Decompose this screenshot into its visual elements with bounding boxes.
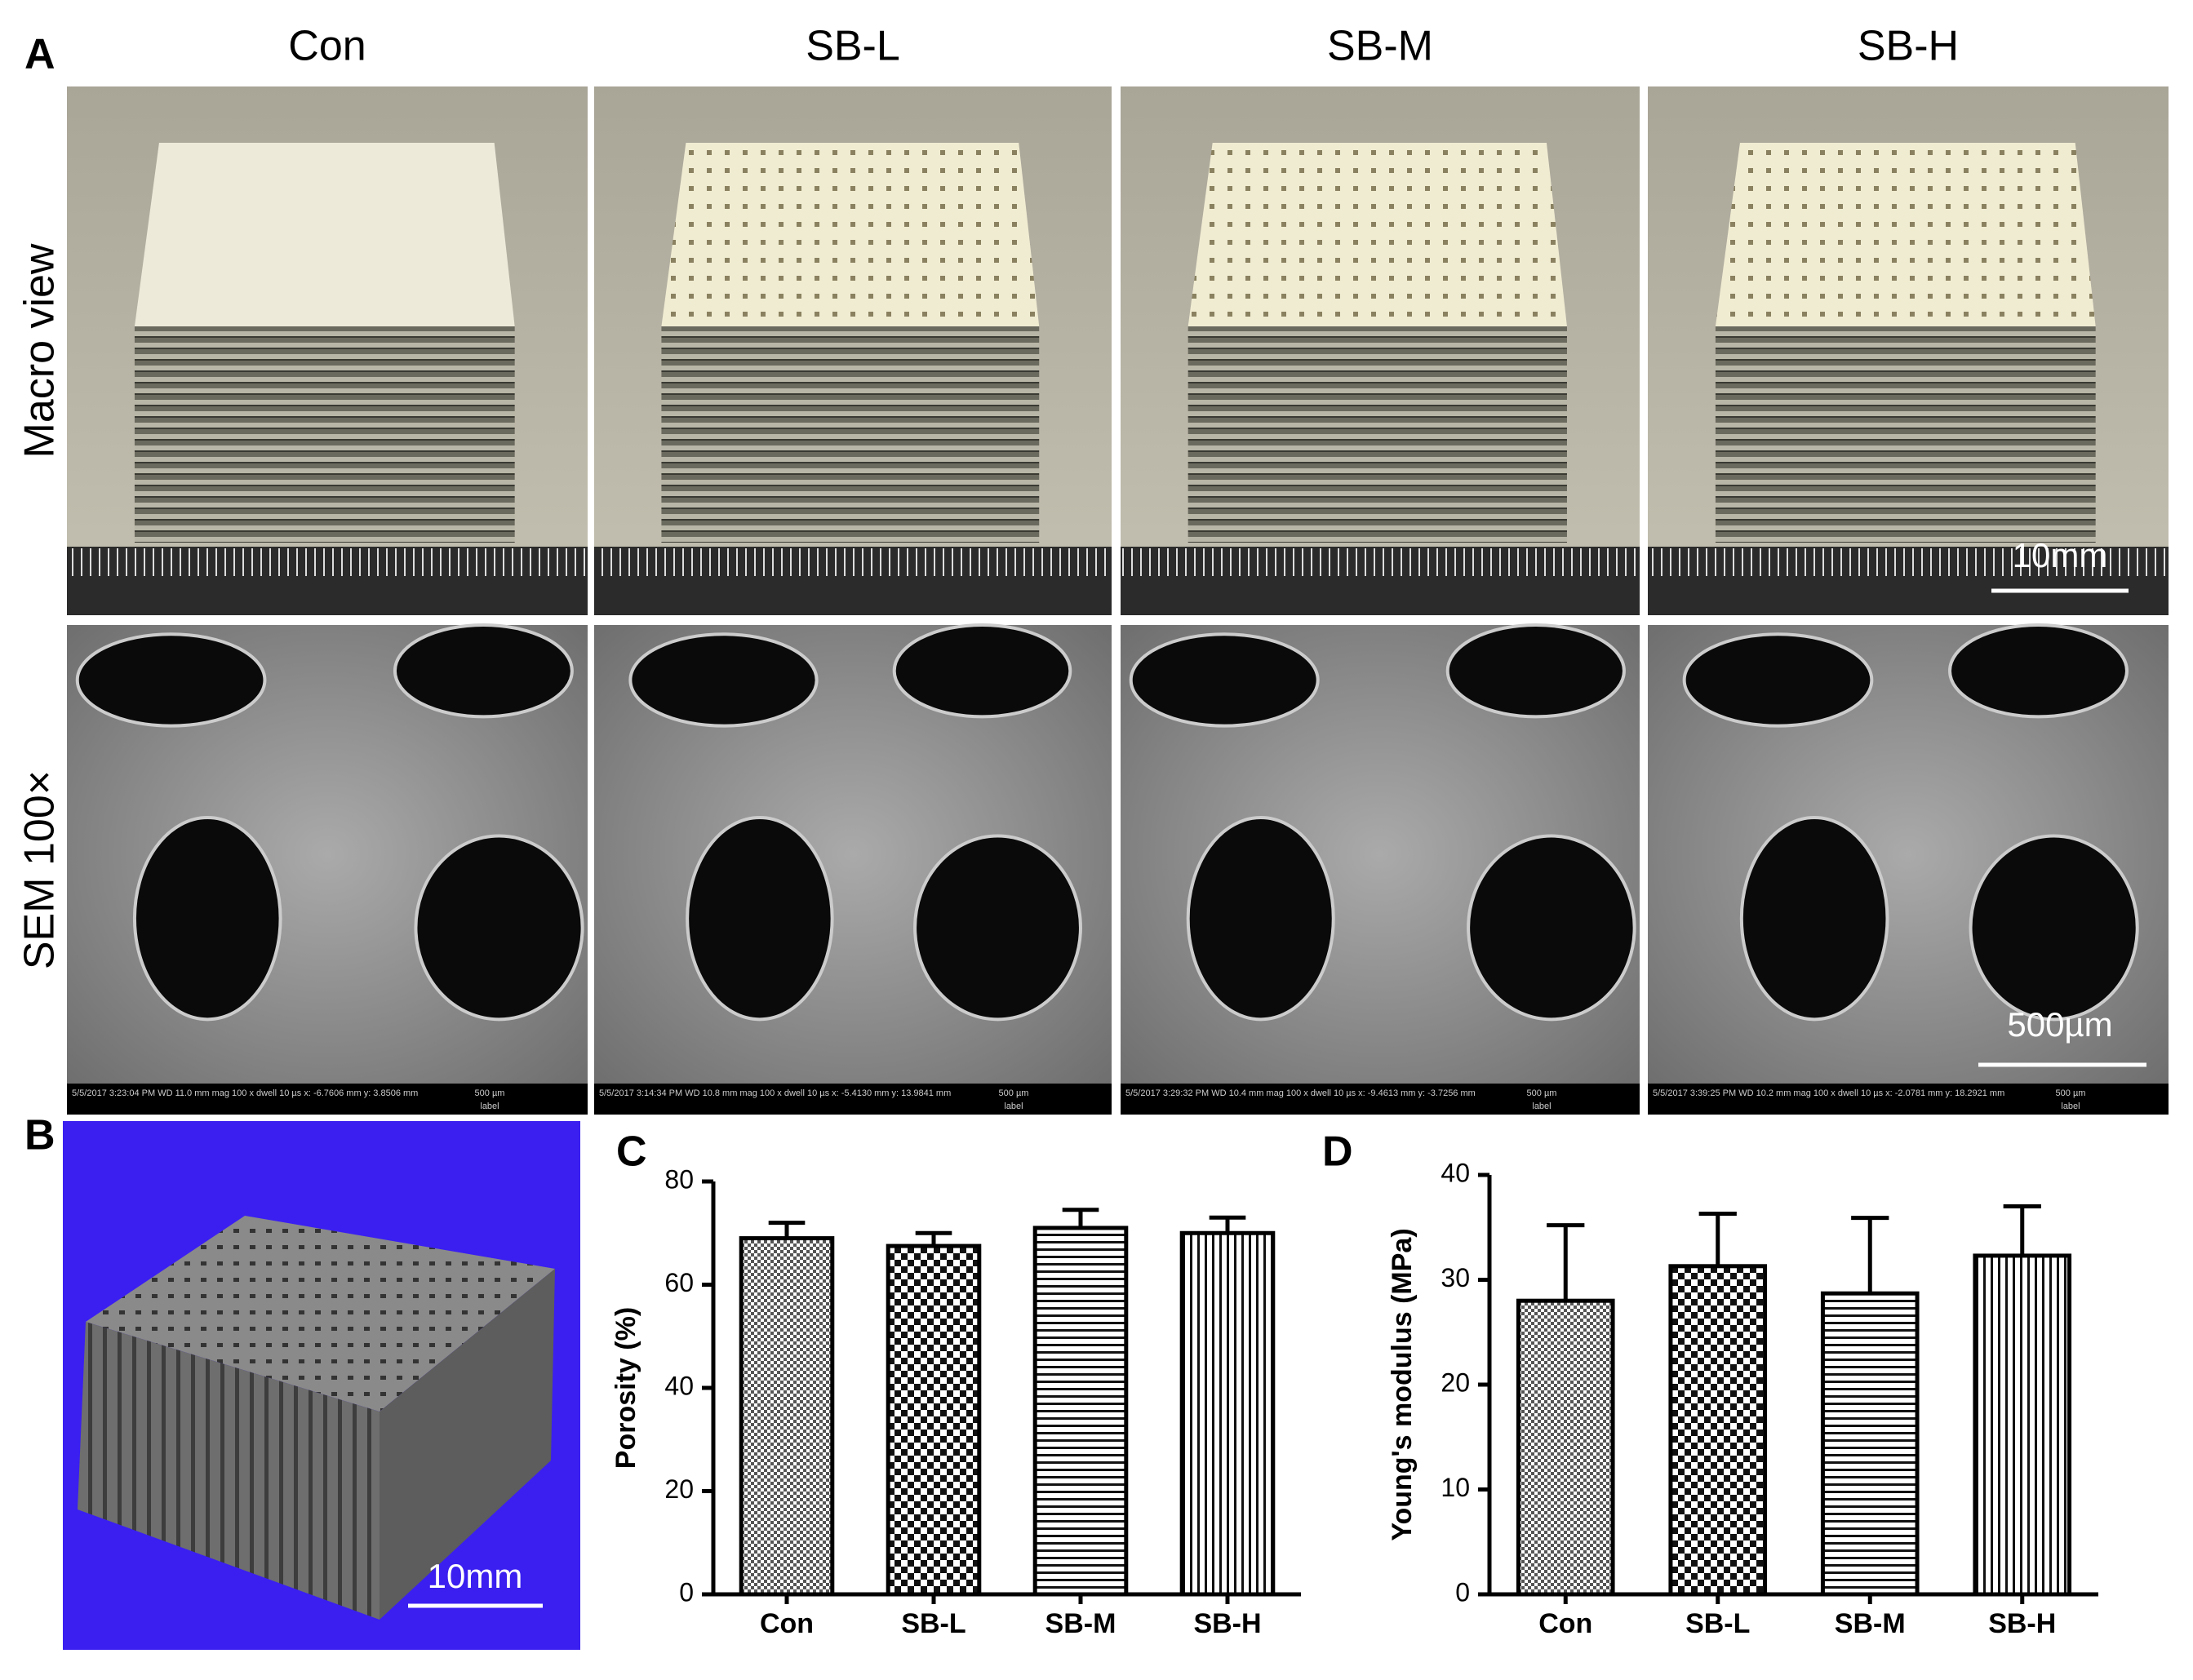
y-tick-label: 20 xyxy=(664,1474,694,1504)
cube-top xyxy=(661,143,1040,326)
sem-info: 5/5/2017 3:14:34 PM WD 10.8 mm mag 100 x… xyxy=(599,1088,951,1098)
charts: 0 20 40 60 80 Porosity (%) Con SB-L SB-M SB-H 0 10 2… xyxy=(610,1158,2098,1639)
panel-label: A xyxy=(24,31,55,78)
pore xyxy=(892,623,1072,719)
sem-info-scale: 500 µm xyxy=(1527,1088,1557,1098)
sem-info-scale: 500 µm xyxy=(999,1088,1029,1098)
bar xyxy=(739,1236,835,1597)
scale-bar-label: 10mm xyxy=(428,1557,523,1595)
pore xyxy=(132,816,282,1022)
column-label: Con xyxy=(288,23,366,70)
scale-bar-label: 10mm xyxy=(2013,536,2108,574)
cube-top xyxy=(1715,143,2096,326)
x-tick-label: Con xyxy=(760,1608,814,1639)
cube-side xyxy=(1188,326,1567,543)
cube-side xyxy=(661,326,1040,543)
sem-info-label: label xyxy=(1532,1102,1551,1111)
sem-info: 5/5/2017 3:29:32 PM WD 10.4 mm mag 100 x… xyxy=(1125,1088,1476,1098)
y-tick-label: 40 xyxy=(664,1371,694,1400)
x-tick-label: SB-L xyxy=(901,1608,966,1639)
panel-label: C xyxy=(616,1128,647,1176)
y-tick-label: 30 xyxy=(1441,1263,1470,1292)
pore xyxy=(1948,623,2129,719)
bar xyxy=(1820,1291,1920,1597)
pore xyxy=(414,834,584,1022)
panel-label: D xyxy=(1322,1128,1353,1176)
x-tick-label: SB-H xyxy=(1193,1608,1261,1639)
y-axis-label: Young's modulus (MPa) xyxy=(1387,1228,1418,1540)
y-tick-label: 40 xyxy=(1441,1158,1470,1187)
bar xyxy=(886,1243,982,1597)
pore xyxy=(628,632,819,728)
cube-side xyxy=(134,326,515,543)
y-tick-label: 0 xyxy=(1455,1577,1470,1607)
pore xyxy=(913,834,1082,1022)
ct-side xyxy=(380,1269,555,1620)
pore xyxy=(75,632,267,728)
y-tick-label: 80 xyxy=(664,1164,694,1194)
bar xyxy=(1179,1230,1276,1597)
figure-labels: A B C D Macro view SEM 100× 10mm 500µm 1… xyxy=(16,23,2113,1595)
sem-info-bar xyxy=(67,1084,588,1115)
figure-images xyxy=(63,86,2169,1650)
pore xyxy=(686,816,834,1022)
cube-top xyxy=(1188,143,1567,326)
column-label: SB-H xyxy=(1858,23,1959,70)
ct-top xyxy=(86,1216,555,1412)
sem-info-bar xyxy=(1648,1084,2169,1115)
sem-info: 5/5/2017 3:39:25 PM WD 10.2 mm mag 100 x… xyxy=(1653,1088,2004,1098)
bar xyxy=(1973,1253,2072,1597)
x-tick-label: SB-M xyxy=(1835,1608,1906,1639)
y-tick-label: 0 xyxy=(679,1577,694,1607)
column-label: SB-M xyxy=(1327,23,1433,70)
bar xyxy=(1668,1264,1768,1597)
sem-info-bar xyxy=(594,1084,1112,1115)
y-tick-label: 60 xyxy=(664,1268,694,1297)
pore xyxy=(1969,834,2139,1022)
pore xyxy=(1682,632,1874,728)
scale-bar-label: 500µm xyxy=(2007,1005,2112,1044)
row-label: Macro view xyxy=(16,243,64,458)
sem-info-label: label xyxy=(2061,1102,2080,1111)
bar xyxy=(1032,1226,1129,1597)
cube-side xyxy=(1715,326,2096,543)
ct-front xyxy=(78,1322,380,1620)
bar xyxy=(1516,1298,1615,1597)
sem-info: 5/5/2017 3:23:04 PM WD 11.0 mm mag 100 x… xyxy=(72,1088,418,1098)
ruler xyxy=(594,547,1112,615)
ruler xyxy=(67,547,588,615)
pore xyxy=(1467,834,1636,1022)
x-tick-label: SB-H xyxy=(1988,1608,2056,1639)
y-axis-label: Porosity (%) xyxy=(610,1307,641,1469)
y-tick-label: 20 xyxy=(1441,1367,1470,1397)
pore xyxy=(393,623,574,719)
column-label: SB-L xyxy=(806,23,900,70)
ruler xyxy=(1648,547,2169,615)
sem-info-scale: 500 µm xyxy=(475,1088,505,1098)
panel-label: B xyxy=(24,1112,55,1159)
sem-info-label: label xyxy=(480,1102,499,1111)
sem-info-bar xyxy=(1121,1084,1640,1115)
ruler xyxy=(1121,547,1640,615)
pore xyxy=(1739,816,1889,1022)
pore xyxy=(1186,816,1335,1022)
pore xyxy=(1445,623,1626,719)
x-tick-label: SB-M xyxy=(1045,1608,1116,1639)
cube-top xyxy=(134,143,515,326)
sem-info-label: label xyxy=(1004,1102,1023,1111)
pore xyxy=(1129,632,1320,728)
y-tick-label: 10 xyxy=(1441,1473,1470,1502)
sem-info-scale: 500 µm xyxy=(2056,1088,2086,1098)
x-tick-label: Con xyxy=(1538,1608,1592,1639)
x-tick-label: SB-L xyxy=(1685,1608,1750,1639)
row-label: SEM 100× xyxy=(16,770,64,969)
